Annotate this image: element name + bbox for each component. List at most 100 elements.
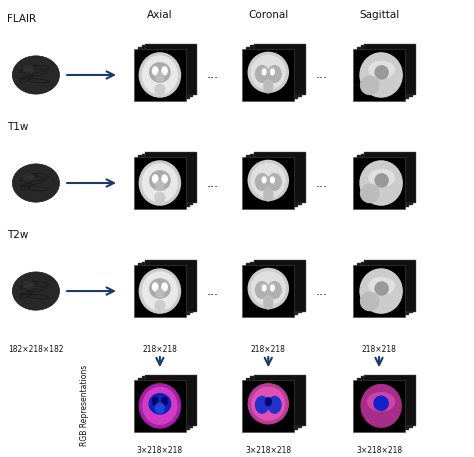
Bar [134, 380, 186, 432]
Bar [138, 155, 190, 207]
Ellipse shape [374, 395, 389, 411]
Ellipse shape [359, 268, 403, 314]
Bar [134, 49, 186, 101]
Bar [142, 261, 193, 314]
Ellipse shape [270, 176, 275, 184]
Bar [246, 155, 298, 207]
Bar [250, 377, 302, 428]
Ellipse shape [247, 159, 289, 201]
Bar [361, 154, 412, 205]
Text: ...: ... [316, 176, 328, 190]
Ellipse shape [152, 282, 159, 292]
Bar [357, 378, 409, 430]
Bar [361, 261, 412, 314]
Ellipse shape [267, 396, 282, 414]
Text: Sagittal: Sagittal [359, 10, 399, 20]
Ellipse shape [142, 163, 178, 203]
Ellipse shape [262, 68, 267, 75]
Ellipse shape [360, 75, 380, 95]
Ellipse shape [251, 55, 286, 90]
Ellipse shape [368, 61, 395, 79]
Ellipse shape [138, 383, 181, 429]
Bar [246, 378, 298, 430]
Ellipse shape [152, 397, 159, 406]
Text: ...: ... [207, 69, 219, 81]
Ellipse shape [149, 62, 171, 83]
Bar [250, 154, 302, 205]
Ellipse shape [154, 300, 165, 311]
Bar [357, 263, 409, 315]
Ellipse shape [255, 281, 269, 299]
Text: RGB Representations: RGB Representations [80, 365, 89, 446]
Text: 3×218×218: 3×218×218 [356, 446, 402, 455]
Bar [145, 44, 197, 96]
Bar [142, 377, 193, 428]
Ellipse shape [270, 284, 275, 292]
Bar [250, 261, 302, 314]
Text: Axial: Axial [147, 10, 173, 20]
Bar [145, 260, 197, 312]
Bar [365, 152, 416, 203]
Bar [361, 377, 412, 428]
Text: Coronal: Coronal [248, 10, 288, 20]
Ellipse shape [142, 387, 177, 425]
Bar [353, 380, 405, 432]
Ellipse shape [262, 176, 267, 184]
Ellipse shape [154, 84, 165, 95]
Bar [242, 380, 294, 432]
Bar [142, 154, 193, 205]
Ellipse shape [138, 52, 181, 98]
Ellipse shape [161, 174, 168, 184]
Bar [246, 263, 298, 315]
Ellipse shape [12, 164, 60, 202]
Bar [254, 44, 306, 96]
Ellipse shape [267, 281, 282, 299]
Bar [138, 263, 190, 315]
Ellipse shape [262, 284, 267, 292]
Ellipse shape [368, 169, 395, 187]
Ellipse shape [161, 397, 168, 406]
Ellipse shape [359, 52, 403, 98]
Ellipse shape [374, 173, 389, 188]
Ellipse shape [267, 65, 282, 83]
Ellipse shape [155, 72, 164, 83]
Ellipse shape [152, 66, 159, 75]
Ellipse shape [255, 173, 269, 191]
Bar [242, 265, 294, 317]
Ellipse shape [360, 184, 380, 203]
Text: ...: ... [207, 176, 219, 190]
Ellipse shape [148, 393, 171, 414]
Bar [254, 375, 306, 426]
Bar [142, 46, 193, 97]
Ellipse shape [263, 187, 273, 202]
Ellipse shape [368, 277, 395, 295]
Ellipse shape [263, 79, 273, 94]
Ellipse shape [161, 66, 168, 75]
Text: T1w: T1w [7, 122, 28, 132]
Text: T2w: T2w [7, 230, 28, 240]
Bar [365, 260, 416, 312]
Ellipse shape [142, 271, 178, 311]
Ellipse shape [255, 396, 269, 414]
Ellipse shape [149, 278, 171, 299]
Ellipse shape [12, 56, 60, 94]
Text: ...: ... [316, 285, 328, 298]
Text: ...: ... [316, 69, 328, 81]
Ellipse shape [23, 65, 35, 73]
Bar [365, 44, 416, 96]
Ellipse shape [270, 68, 275, 75]
Ellipse shape [374, 65, 389, 80]
Bar [134, 157, 186, 209]
Ellipse shape [149, 170, 171, 191]
Bar [357, 155, 409, 207]
Bar [246, 47, 298, 99]
Bar [242, 157, 294, 209]
Bar [145, 152, 197, 203]
Ellipse shape [155, 288, 164, 299]
Ellipse shape [154, 192, 165, 203]
Ellipse shape [359, 160, 403, 206]
Ellipse shape [251, 387, 285, 421]
Ellipse shape [12, 272, 60, 310]
Text: 3×218×218: 3×218×218 [137, 446, 183, 455]
Bar [134, 265, 186, 317]
